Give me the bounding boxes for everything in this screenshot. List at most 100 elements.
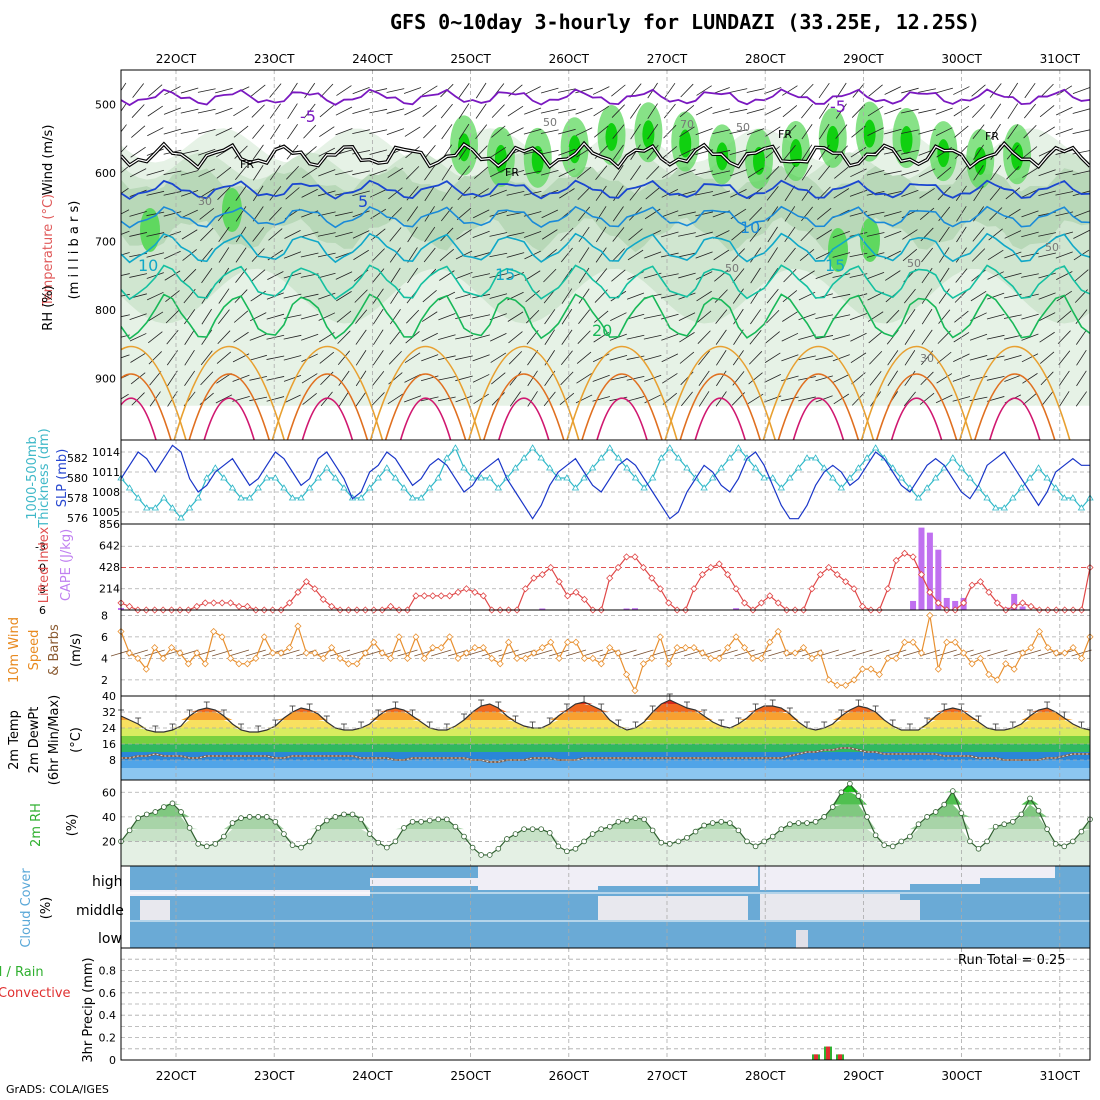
lifted-index-point — [740, 599, 749, 607]
wind-barb — [388, 187, 403, 200]
wind-barb — [973, 165, 984, 181]
rh-point — [521, 826, 527, 832]
wind-barb — [491, 104, 505, 118]
thickness-point — [203, 474, 211, 481]
rh-point — [255, 814, 262, 820]
wind-barb — [816, 207, 832, 220]
x-tick-label-bottom: 30OCT — [941, 1069, 982, 1083]
wind-barb — [714, 289, 728, 303]
wind-barb — [575, 394, 593, 404]
precip-label-3: 3hr Precip (mm) — [81, 957, 96, 1062]
wind-barb — [901, 149, 919, 155]
wind-barb — [850, 168, 867, 178]
wind-speed-point — [757, 654, 765, 662]
rh-point — [298, 844, 304, 851]
wind-barb — [594, 310, 609, 323]
wind-barb — [748, 372, 763, 385]
thickness-point — [957, 464, 966, 471]
wind-barb — [287, 124, 298, 140]
wind-barb — [424, 165, 436, 181]
wind-barb — [440, 206, 453, 222]
wind-speed-point — [993, 676, 1001, 684]
thickness-point — [983, 494, 991, 501]
thickness-point — [494, 484, 503, 491]
wind-barb — [473, 188, 489, 199]
wind-barb — [798, 355, 816, 361]
wind-barb — [313, 649, 334, 657]
rh-point — [787, 821, 793, 828]
wind-barb — [886, 309, 900, 324]
wind-barb — [337, 330, 351, 344]
wind-barb — [121, 273, 130, 276]
wind-barb — [936, 649, 957, 657]
wind-barb — [1039, 105, 1055, 118]
rh-point — [504, 836, 510, 842]
wind-barb — [472, 334, 490, 340]
warm-contour — [974, 373, 1056, 440]
rh-band — [121, 829, 1090, 842]
wind-barb — [475, 82, 487, 99]
thickness-point — [803, 454, 811, 461]
wind-barb — [767, 206, 779, 222]
lifted-index-point — [243, 602, 251, 611]
rh-point — [486, 852, 493, 858]
wind-barb — [612, 124, 625, 139]
wind-barb — [201, 308, 212, 325]
wind-barb — [283, 272, 302, 279]
wind-barb — [644, 208, 661, 220]
y-tick-label: 428 — [99, 561, 120, 574]
wind-barb — [832, 354, 850, 362]
wind-barb — [218, 309, 230, 324]
wind-barb — [199, 207, 215, 220]
wind-barb — [849, 313, 868, 321]
wind-barb — [1037, 649, 1058, 657]
wind-barb — [784, 206, 796, 222]
wind-barb — [1004, 251, 1022, 259]
wind-barb — [729, 169, 748, 177]
wind-barb — [1038, 312, 1056, 322]
rh-point — [615, 818, 622, 825]
thickness-point — [863, 454, 871, 461]
wind-barb — [901, 129, 919, 134]
wind-barb — [423, 124, 437, 139]
wind-speed-point — [951, 638, 959, 646]
wind-barb — [766, 288, 779, 304]
wind-barb — [593, 332, 609, 343]
wind-barb — [252, 165, 264, 181]
wind-barb — [164, 250, 181, 260]
wind-barb — [127, 649, 148, 657]
wind-barb — [851, 104, 866, 118]
wind-barb — [491, 392, 505, 406]
wind-barb — [593, 125, 609, 138]
y-tick-label: 0.2 — [99, 1032, 117, 1045]
wind-barb — [833, 393, 850, 405]
wind-barb — [329, 649, 351, 657]
wind-barb — [130, 146, 146, 158]
thickness-point — [254, 484, 262, 491]
wind-speed-point — [867, 665, 875, 673]
rh-point — [1035, 807, 1042, 814]
wind-barb — [509, 371, 522, 386]
wind-barb — [883, 170, 902, 175]
wind-barb — [558, 148, 576, 156]
wind-barb — [751, 649, 772, 657]
wind-barb — [578, 288, 590, 304]
wind-barb — [561, 308, 573, 325]
wind-barb — [397, 649, 418, 657]
wind-barb — [918, 108, 936, 114]
x-tick-label-bottom: 23OCT — [254, 1069, 295, 1083]
wind-barb — [661, 231, 679, 238]
lifted-index-point — [437, 592, 445, 600]
wind-barb — [629, 186, 642, 201]
y-tick-label: 578 — [67, 492, 88, 505]
y-tick-label: 1014 — [92, 446, 120, 459]
y-tick-label: 6 — [101, 631, 108, 644]
thickness-point — [606, 444, 614, 451]
wind-barb — [919, 392, 935, 405]
wind-barb — [801, 144, 813, 160]
wind-barb — [575, 107, 593, 115]
rh-point — [667, 841, 673, 847]
wind-speed-point — [454, 654, 462, 662]
wind-barb — [679, 332, 695, 343]
wind-speed-point — [1035, 627, 1044, 636]
